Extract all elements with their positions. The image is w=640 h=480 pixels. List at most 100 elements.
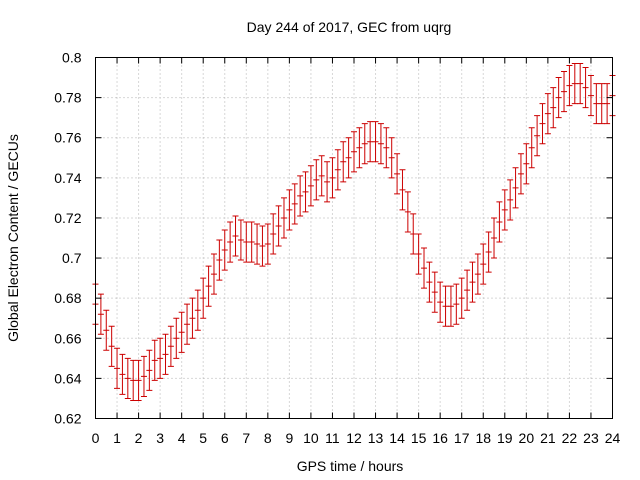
- data-point-errorbar: [313, 159, 320, 201]
- data-point-errorbar: [474, 253, 481, 295]
- data-point-errorbar: [453, 283, 460, 325]
- x-tick-label: 15: [411, 430, 427, 446]
- data-point-errorbar: [297, 175, 304, 217]
- data-point-errorbar: [598, 83, 605, 125]
- y-tick-label: 0.64: [54, 370, 81, 386]
- data-point-errorbar: [329, 157, 336, 199]
- data-point-errorbar: [582, 67, 589, 109]
- data-point-errorbar: [140, 355, 147, 397]
- data-point-errorbar: [577, 63, 584, 105]
- data-point-errorbar: [307, 165, 314, 207]
- data-point-errorbar: [97, 293, 104, 335]
- data-point-errorbar: [372, 121, 379, 163]
- x-tick-label: 5: [199, 430, 207, 446]
- data-point-errorbar: [200, 277, 207, 319]
- x-tick-label: 14: [389, 430, 405, 446]
- x-axis-label: GPS time / hours: [297, 458, 404, 474]
- data-point-errorbar: [340, 141, 347, 183]
- data-point-errorbar: [189, 297, 196, 339]
- data-point-errorbar: [394, 153, 401, 195]
- x-tick-label: 10: [303, 430, 319, 446]
- x-tick-label: 17: [454, 430, 470, 446]
- x-tick-label: 22: [562, 430, 578, 446]
- data-point-errorbar: [318, 155, 325, 197]
- data-point-errorbar: [173, 317, 180, 359]
- data-point-errorbar: [162, 333, 169, 375]
- x-tick-label: 20: [519, 430, 535, 446]
- x-tick-label: 21: [540, 430, 556, 446]
- x-tick-label: 6: [221, 430, 229, 446]
- y-axis-label: Global Electron Content / GECUs: [5, 134, 21, 342]
- data-point-errorbar: [270, 213, 277, 255]
- data-point-errorbar: [254, 223, 261, 265]
- data-point-errorbar: [367, 121, 374, 163]
- y-tick-label: 0.62: [54, 411, 81, 427]
- x-tick-label: 7: [242, 430, 250, 446]
- x-tick-label: 8: [264, 430, 272, 446]
- data-point-errorbar: [351, 131, 357, 173]
- data-point-errorbar: [458, 277, 465, 319]
- data-point-errorbar: [205, 265, 212, 307]
- data-point-errorbar: [248, 221, 255, 263]
- x-tick-label: 13: [368, 430, 384, 446]
- data-point-errorbar: [167, 325, 174, 367]
- data-point-errorbar: [130, 359, 137, 401]
- data-point-errorbar: [464, 269, 471, 311]
- data-point-errorbar: [361, 123, 368, 165]
- data-point-errorbar: [227, 221, 234, 263]
- data-point-errorbar: [426, 261, 433, 303]
- data-point-errorbar: [264, 223, 271, 265]
- data-point-errorbar: [528, 127, 535, 169]
- data-point-errorbar: [280, 197, 287, 239]
- data-point-errorbar: [496, 201, 503, 243]
- data-point-errorbar: [157, 337, 164, 379]
- data-point-errorbar: [399, 169, 406, 211]
- data-point-errorbar: [517, 153, 524, 195]
- chart-title: Day 244 of 2017, GEC from uqrg: [247, 19, 452, 35]
- y-tick-label: 0.7: [62, 250, 82, 266]
- y-tick-label: 0.8: [62, 50, 82, 66]
- data-point-errorbar: [604, 83, 611, 125]
- x-tick-labels: 0 1 2 3 4 5 6 7 8 9 10 11 12 13 14 15 16 17 18 19 20 21 22 23 24: [92, 430, 621, 446]
- data-point-errorbar: [345, 137, 352, 179]
- data-point-errorbar: [334, 149, 341, 191]
- x-tick-label: 16: [432, 430, 448, 446]
- x-tick-label: 9: [285, 430, 293, 446]
- data-point-errorbar: [571, 63, 578, 105]
- data-point-errorbar: [485, 231, 492, 273]
- data-point-errorbar: [124, 357, 131, 399]
- data-point-errorbar: [469, 261, 476, 303]
- y-tick-label: 0.78: [54, 90, 81, 106]
- data-point-errorbar: [135, 359, 142, 401]
- data-point-errorbar: [184, 303, 191, 345]
- data-point-errorbar: [377, 123, 384, 165]
- y-tick-label: 0.72: [54, 210, 81, 226]
- data-point-errorbar: [550, 87, 557, 129]
- data-point-errorbar: [404, 191, 411, 233]
- data-point-errorbar: [415, 233, 422, 275]
- y-tick-label: 0.66: [54, 330, 81, 346]
- data-point-errorbar: [442, 285, 449, 327]
- x-tick-label: 19: [497, 430, 513, 446]
- data-point-errorbar: [539, 103, 546, 145]
- data-point-errorbar: [555, 77, 562, 119]
- x-tick-label: 12: [346, 430, 362, 446]
- data-point-errorbar: [593, 83, 600, 125]
- y-tick-label: 0.68: [54, 290, 81, 306]
- data-point-errorbar: [437, 281, 444, 323]
- x-tick-label: 24: [605, 430, 621, 446]
- y-tick-label: 0.76: [54, 130, 81, 146]
- data-point-errorbar: [431, 271, 438, 313]
- data-point-errorbar: [534, 115, 541, 157]
- data-point-errorbar: [103, 309, 110, 351]
- data-point-errorbar: [512, 167, 519, 209]
- x-tick-label: 2: [135, 430, 143, 446]
- data-point-errorbar: [108, 325, 115, 367]
- data-point-errorbar: [491, 217, 498, 259]
- data-point-errorbar: [146, 349, 153, 391]
- data-point-errorbar: [194, 289, 201, 331]
- x-tick-label: 3: [156, 430, 164, 446]
- data-point-errorbar: [291, 183, 298, 225]
- data-point-errorbar: [275, 205, 282, 247]
- data-point-errorbar: [232, 215, 239, 257]
